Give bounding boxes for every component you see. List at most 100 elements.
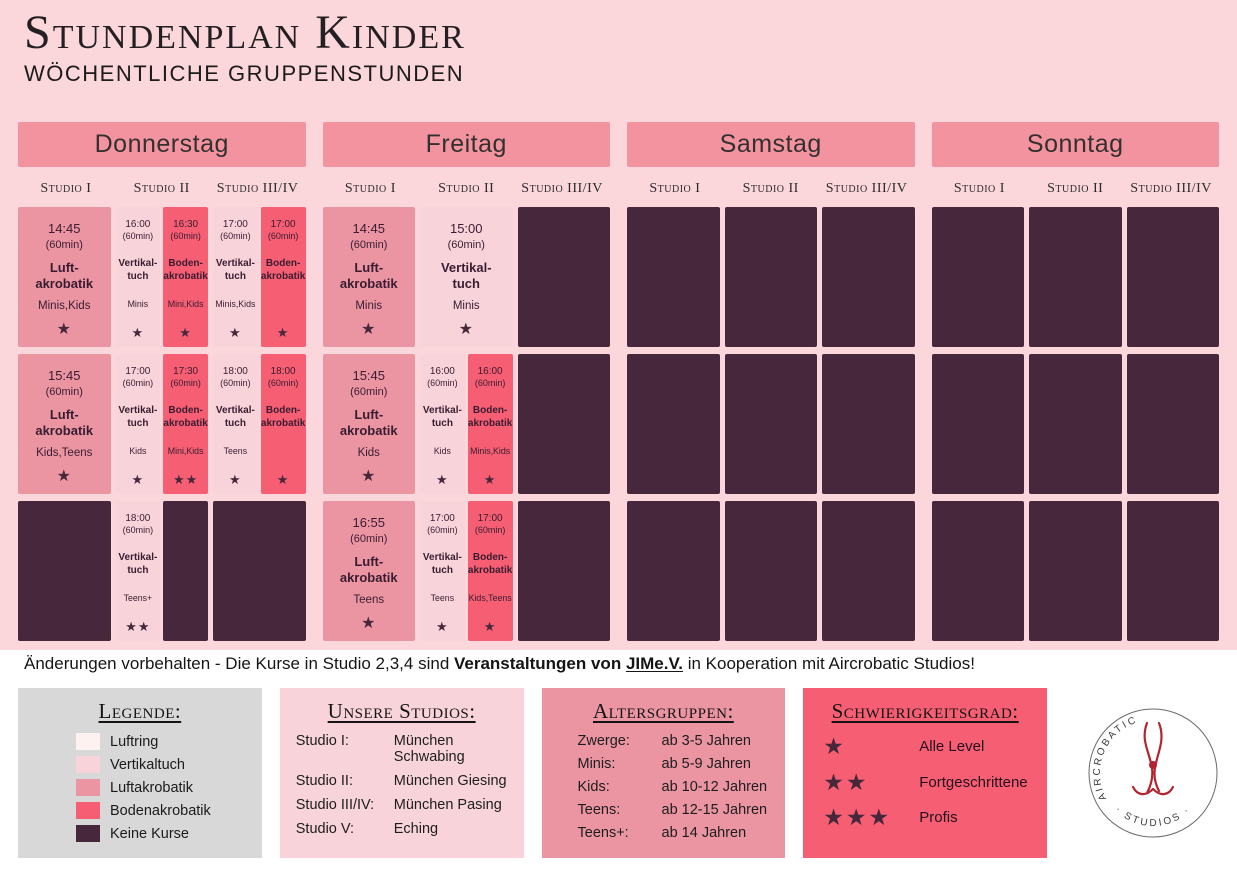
class-time: 16:55 (60min): [350, 515, 387, 546]
class-duration: (60min): [170, 231, 201, 241]
no-course-cell: [213, 501, 306, 641]
studio-slot: 16:00 (60min) Vertikal- tuch Minis ★ 16:30 (60…: [115, 207, 208, 347]
item-value: Eching: [393, 821, 439, 837]
difficulty-list: ★ Alle Level ★★ Fortgeschrittene ★★★ Profis: [815, 733, 1035, 832]
studio-labels: Studio I Studio II Studio III/IV: [932, 181, 1220, 197]
studio-slot: [724, 501, 817, 641]
studio-slot: [1029, 354, 1122, 494]
studio-label: Studio II: [742, 181, 799, 196]
legend-label: Keine Kurse: [110, 825, 189, 842]
no-course-cell: [931, 501, 1024, 641]
legend-item: Luftring: [76, 733, 250, 750]
studio-labels: Studio I Studio II Studio III/IV: [18, 181, 306, 197]
difficulty-title: Schwierigkeitsgrad:: [831, 699, 1019, 723]
studio-slot: [724, 354, 817, 494]
item-label: Kids:: [577, 779, 610, 795]
class-time: 17:00 (60min): [123, 365, 154, 390]
day-header: Sonntag: [931, 122, 1219, 167]
schedule-row: [931, 207, 1219, 347]
age-groups-title: Altersgruppen:: [592, 699, 734, 723]
age-group-item: Teens+: ab 14 Jahren: [554, 825, 774, 841]
class-cell: 17:00 (60min) Vertikal- tuch Minis,Kids ★: [213, 207, 258, 347]
studio-slot: [627, 501, 720, 641]
class-cell: 16:30 (60min) Boden- akrobatik Mini,Kids ★: [163, 207, 208, 347]
studio-slot: 15:00 (60min) Vertikal- tuch Minis ★: [420, 207, 513, 347]
schedule-row: 15:45 (60min) Luft- akrobatik Kids ★ 16:00 (60…: [322, 354, 610, 494]
class-duration: (60min): [170, 378, 201, 388]
class-start-time: 15:45: [352, 368, 386, 383]
disclaimer-note: Änderungen vorbehalten - Die Kurse in St…: [24, 654, 975, 674]
class-age-group: Minis,Kids: [470, 446, 511, 457]
item-label: Studio V:: [295, 821, 355, 837]
note-jimev-text: JIMe.V.: [625, 654, 683, 673]
studio-slot: [627, 207, 720, 347]
class-name: Boden- akrobatik: [260, 258, 306, 282]
difficulty-stars: ★: [361, 320, 377, 338]
day-name: Sonntag: [1026, 130, 1124, 158]
class-name: Vertikal- tuch: [422, 552, 462, 576]
difficulty-stars: ★: [179, 324, 192, 340]
class-cell: 17:00 (60min) Boden- akrobatik ★: [260, 207, 306, 347]
difficulty-item: ★★ Fortgeschrittene: [815, 769, 1035, 797]
class-name: Luft- akrobatik: [35, 406, 94, 439]
difficulty-label: Alle Level: [919, 738, 985, 756]
class-duration: (60min): [267, 231, 299, 241]
item-label: Studio I:: [295, 733, 349, 749]
day-name: Freitag: [425, 130, 507, 158]
class-time: 16:00 (60min): [123, 218, 154, 243]
schedule-row: 14:45 (60min) Luft- akrobatik Minis,Kids ★ 16…: [18, 207, 306, 347]
class-duration: (60min): [122, 525, 154, 535]
class-cell: 18:00 (60min) Vertikal- tuch Teens ★: [213, 354, 258, 494]
class-start-time: 17:00: [477, 513, 503, 524]
class-time: 16:30 (60min): [170, 218, 201, 243]
difficulty-stars: ★: [361, 467, 377, 485]
class-cell: 16:55 (60min) Luft- akrobatik Teens ★: [322, 501, 415, 641]
class-time: 16:00 (60min): [475, 365, 506, 390]
studios-box: Unsere Studios: Studio I: München Schwabi…: [279, 688, 524, 858]
class-cell: 16:00 (60min) Boden- akrobatik Minis,Kids ★: [467, 354, 513, 494]
no-course-cell: [931, 207, 1024, 347]
studio-slot: [931, 207, 1024, 347]
studios-title: Unsere Studios:: [327, 699, 476, 723]
no-course-cell: [1029, 207, 1122, 347]
item-value: ab 12-15 Jahren: [661, 802, 768, 818]
studio-slot: 16:00 (60min) Vertikal- tuch Kids ★ 16:00 (60m…: [420, 354, 513, 494]
difficulty-box: Schwierigkeitsgrad: ★ Alle Level ★★ Fortges…: [803, 688, 1047, 858]
class-time: 14:45 (60min): [46, 221, 83, 252]
no-course-cell: [627, 207, 720, 347]
difficulty-stars: ★: [823, 733, 846, 759]
no-course-cell: [931, 354, 1024, 494]
no-course-cell: [822, 207, 915, 347]
day-name: Samstag: [719, 130, 822, 158]
studio-label: Studio III/IV: [825, 181, 908, 196]
class-duration: (60min): [122, 231, 154, 241]
age-group-item: Minis: ab 5-9 Jahren: [554, 756, 774, 772]
no-course-cell: [724, 501, 817, 641]
class-start-time: 14:45: [47, 221, 81, 236]
studio-label: Studio II: [1047, 181, 1104, 196]
class-cell: 16:00 (60min) Vertikal- tuch Kids ★: [420, 354, 465, 494]
studio-slot: 17:00 (60min) Vertikal- tuch Kids ★ 17:30 (60m…: [115, 354, 208, 494]
class-start-time: 17:00: [222, 219, 248, 230]
difficulty-stars: ★: [483, 618, 497, 634]
footer-legend-row: Legende: Luftring Vertikaltuch Luftakrobat…: [18, 688, 1219, 858]
studio-slot: 17:00 (60min) Vertikal- tuch Teens ★ 17:00 (60…: [420, 501, 513, 641]
class-age-group: Teens: [223, 446, 248, 457]
class-cell: 18:00 (60min) Vertikal- tuch Teens+ ★★: [115, 501, 161, 641]
item-label: Teens:: [577, 802, 621, 818]
difficulty-stars: ★: [131, 471, 145, 487]
luftakrobatik-swatch: [76, 779, 100, 796]
class-start-time: 18:00: [222, 366, 248, 377]
day-header: Samstag: [627, 122, 915, 167]
class-name: Vertikal- tuch: [422, 405, 462, 429]
class-start-time: 16:30: [173, 219, 199, 230]
class-cell: 15:45 (60min) Luft- akrobatik Kids ★: [322, 354, 415, 494]
schedule-row: 18:00 (60min) Vertikal- tuch Teens+ ★★: [18, 501, 306, 641]
class-start-time: 15:45: [47, 368, 81, 383]
item-value: München Giesing: [393, 773, 507, 789]
legend-title: Legende:: [98, 699, 182, 723]
no-course-cell: [1126, 354, 1219, 494]
class-name: Boden- akrobatik: [260, 405, 306, 429]
luftring-swatch: [76, 733, 100, 750]
class-cell: 18:00 (60min) Boden- akrobatik ★: [260, 354, 306, 494]
